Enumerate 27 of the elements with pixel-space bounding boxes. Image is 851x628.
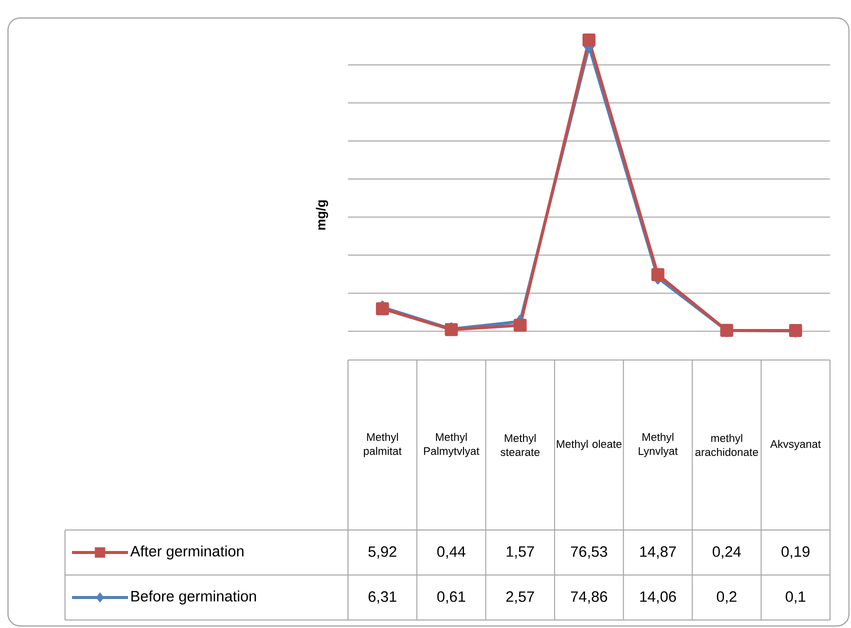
data-label: 6,31 (368, 591, 396, 604)
data-label: 14,87 (640, 546, 676, 559)
y-axis-title: mg/g (316, 200, 328, 230)
data-label: 0,24 (712, 546, 741, 559)
x-tick-label: Methyl palmitat (364, 432, 402, 458)
x-tick-label: methyl arachidonate (695, 434, 758, 456)
data-label: 2,57 (506, 591, 534, 604)
data-label: 0,1 (786, 591, 806, 604)
point (514, 318, 527, 332)
legend-label: Before germination (131, 590, 256, 604)
legend-label: After germination (130, 545, 244, 560)
x-tick-label: Methyl Lynvlyat (638, 432, 678, 458)
data-label: 1,57 (506, 546, 534, 559)
data-label: 76,53 (571, 546, 608, 559)
point (651, 268, 664, 282)
data-label: 0,44 (437, 546, 466, 559)
data-label: 0,61 (437, 591, 466, 604)
point (582, 33, 596, 46)
data-label: 5,92 (368, 546, 396, 559)
data-label: 14,06 (640, 591, 676, 604)
x-tick-label: Methyl stearate (500, 434, 540, 456)
x-tick-label: Methyl Palmytvlyat (424, 432, 480, 458)
data-label: 0,19 (782, 546, 810, 559)
data-label: 74,86 (571, 591, 608, 604)
data-label: 0,2 (716, 591, 736, 604)
x-tick-label: Methyl oleate (556, 440, 622, 450)
x-tick-label: Akvsyanat (770, 440, 821, 450)
